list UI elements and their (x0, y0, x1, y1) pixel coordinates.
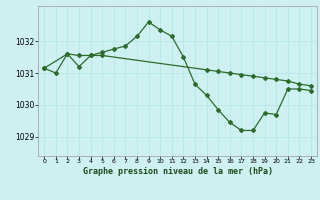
X-axis label: Graphe pression niveau de la mer (hPa): Graphe pression niveau de la mer (hPa) (83, 167, 273, 176)
